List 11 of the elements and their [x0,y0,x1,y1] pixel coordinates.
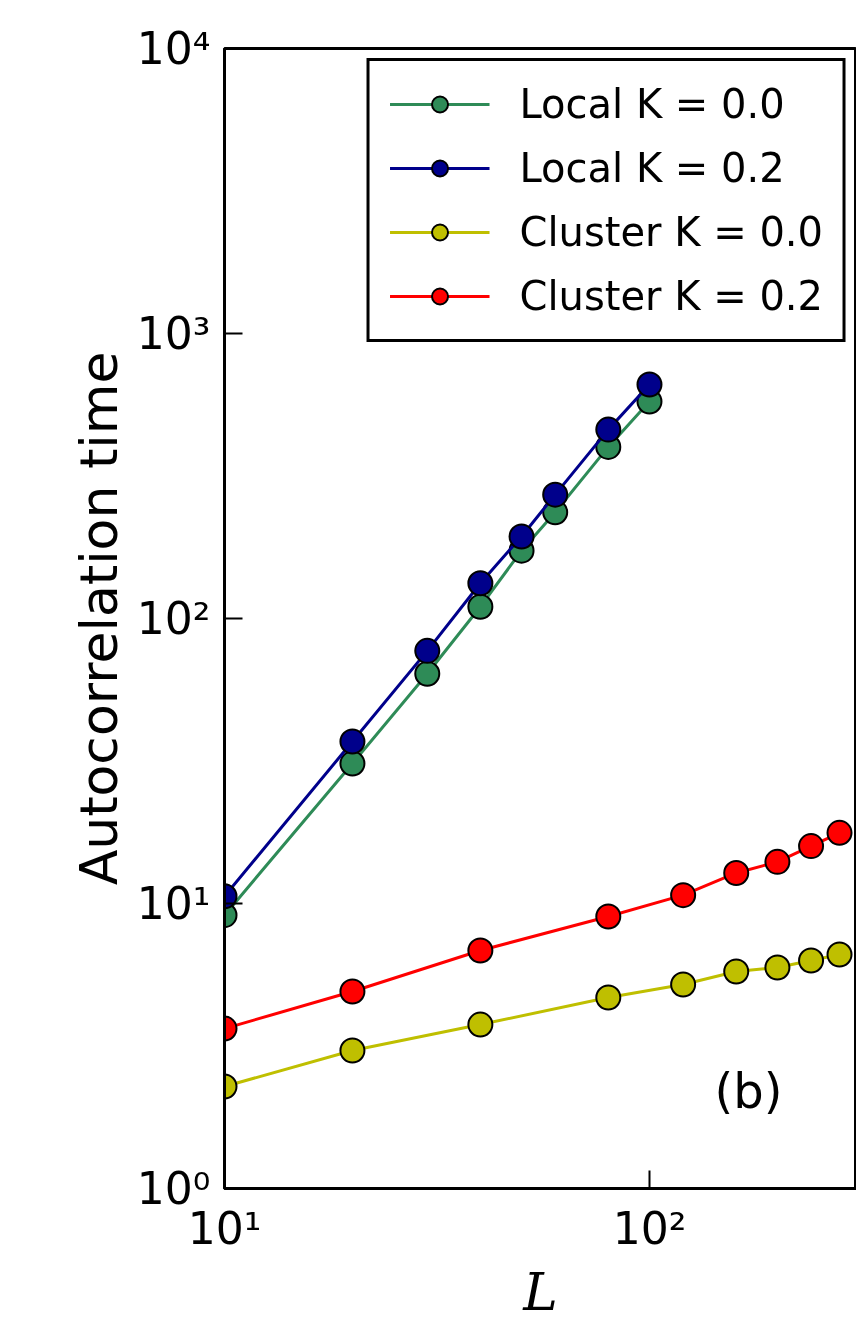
y-tick-label: 10² [136,593,211,644]
y-tick-label: 10⁴ [136,23,211,74]
y-axis-title: Autocorrelation time [68,351,129,886]
y-tick-label: 10¹ [136,878,211,929]
legend-label: Local K = 0.0 [519,81,785,127]
legend-label: Cluster K = 0.2 [519,273,823,319]
y-tick-label: 10³ [136,308,211,359]
legend-label: Cluster K = 0.0 [519,209,823,255]
x-axis-title: L [522,1261,558,1322]
annotation: (b) [714,1062,783,1119]
legend-label: Local K = 0.2 [519,145,785,191]
